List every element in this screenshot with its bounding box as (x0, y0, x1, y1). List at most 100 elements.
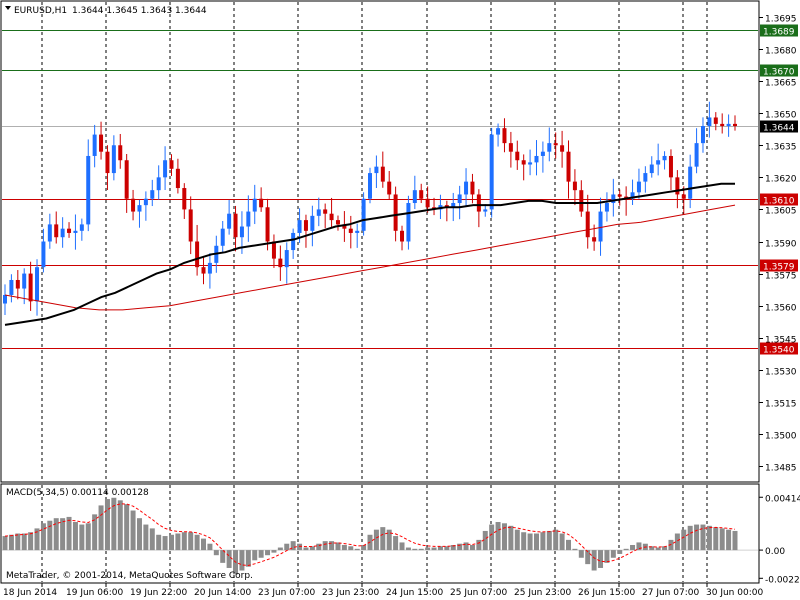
macd-bar-46 (297, 543, 303, 551)
macd-bar-3 (21, 533, 27, 551)
candle-body-112 (720, 123, 725, 127)
dropdown-arrow-icon[interactable] (5, 6, 11, 10)
candle-body-58 (374, 166, 379, 174)
macd-bar-29 (188, 532, 194, 551)
candle-body-38 (246, 211, 251, 227)
x-tick-label-5: 23 Jun 23:00 (322, 588, 379, 598)
candle-body-56 (361, 198, 366, 231)
macd-bar-11 (72, 522, 78, 551)
macd-bar-110 (706, 525, 712, 551)
candle-body-73 (470, 181, 475, 195)
macd-bar-45 (290, 541, 296, 551)
candle-body-21 (137, 205, 142, 212)
macd-bar-71 (457, 543, 463, 551)
macd-bar-1 (8, 534, 14, 551)
macd-bar-56 (361, 544, 367, 551)
macd-bar-47 (303, 547, 309, 551)
candle-body-54 (348, 228, 353, 233)
candle-body-100 (643, 173, 648, 182)
candle-body-40 (259, 198, 264, 208)
candle-body-84 (540, 151, 545, 156)
y-tick-label-14: 1.3485 (765, 464, 797, 474)
macd-bar-75 (482, 530, 488, 551)
candle-body-53 (342, 224, 347, 229)
macd-bar-22 (143, 524, 149, 551)
macd-bar-4 (28, 532, 34, 551)
y-tick-label-2: 1.3665 (765, 79, 797, 89)
candle-body-50 (323, 209, 328, 214)
candle-body-23 (150, 190, 155, 199)
x-tick-label-7: 25 Jun 07:00 (450, 588, 507, 598)
candle-body-88 (566, 151, 571, 182)
macd-bar-60 (386, 529, 392, 551)
y-tick-label-4: 1.3635 (765, 143, 797, 153)
candle-body-105 (675, 177, 680, 195)
candle-body-16 (105, 151, 110, 174)
level-label-box-0 (760, 24, 798, 37)
candle-body-52 (335, 220, 340, 225)
macd-bar-8 (53, 518, 59, 551)
macd-bar-89 (572, 548, 578, 551)
candle-body-59 (380, 166, 385, 182)
macd-bar-74 (476, 539, 482, 551)
candle-body-37 (239, 226, 244, 238)
macd-bar-18 (117, 500, 123, 551)
level-label-box-4 (760, 342, 798, 355)
x-tick-label-0: 18 Jun 2014 (3, 588, 57, 598)
macd-bar-14 (92, 514, 98, 551)
candle-body-15 (99, 134, 104, 152)
level-label-1: 1.3670 (763, 68, 795, 78)
candle-body-104 (668, 155, 673, 178)
macd-bar-58 (373, 529, 379, 551)
candle-body-41 (265, 207, 270, 242)
x-tick-label-4: 23 Jun 07:00 (258, 588, 315, 598)
macd-bar-17 (111, 497, 117, 551)
macd-bar-88 (566, 539, 572, 551)
macd-bar-21 (136, 518, 142, 551)
candle-body-72 (464, 181, 469, 195)
macd-bar-12 (79, 524, 85, 551)
candle-body-25 (163, 160, 168, 178)
y-tick-label-9: 1.3560 (765, 304, 797, 314)
macd-label: MACD(5,34,5) 0.00114 0.00128 (6, 488, 149, 498)
macd-bar-99 (636, 542, 642, 551)
macd-bar-84 (540, 532, 546, 551)
macd-bar-48 (309, 546, 315, 551)
macd-bar-72 (463, 542, 469, 551)
time-axis[interactable]: 18 Jun 2014 19 Jun 06:00 19 Jun 22:00 20 Ju… (3, 583, 763, 598)
candle-body-110 (707, 117, 712, 127)
ma-short-line (4, 182, 735, 326)
macd-bar-2 (15, 533, 21, 551)
candle-body-46 (297, 220, 302, 233)
candle-body-4 (28, 273, 33, 302)
candle-body-10 (67, 228, 72, 233)
candle-body-102 (656, 160, 661, 165)
x-tick-label-3: 20 Jun 14:00 (194, 588, 251, 598)
candle-body-11 (73, 230, 78, 233)
candle-body-9 (60, 228, 65, 238)
macd-bar-91 (585, 550, 591, 565)
candle-body-65 (419, 190, 424, 199)
y-tick-label-10: 1.3545 (765, 336, 797, 346)
candle-body-107 (688, 166, 693, 199)
macd-bar-64 (412, 548, 418, 551)
price-axis[interactable]: 1.36951.36801.36651.36501.36351.36201.36… (759, 15, 797, 474)
ohlc-readout: 1.3644 1.3645 1.3643 1.3644 (72, 6, 207, 16)
candle-body-47 (303, 220, 308, 231)
macd-bar-103 (662, 546, 668, 551)
macd-bar-108 (694, 524, 700, 551)
candle-body-42 (271, 241, 276, 259)
macd-bar-28 (181, 532, 187, 551)
macd-bar-23 (149, 528, 155, 551)
candle-body-95 (611, 194, 616, 204)
macd-bar-40 (258, 550, 264, 558)
candle-body-55 (355, 230, 360, 233)
macd-bar-49 (316, 543, 322, 551)
level-label-3: 1.3579 (763, 263, 795, 273)
candle-body-32 (207, 262, 212, 274)
ma-long-line (4, 204, 736, 311)
macd-bar-85 (546, 530, 552, 551)
candle-body-3 (22, 273, 27, 289)
macd-tick-label-0: 0.00414 (765, 494, 800, 504)
